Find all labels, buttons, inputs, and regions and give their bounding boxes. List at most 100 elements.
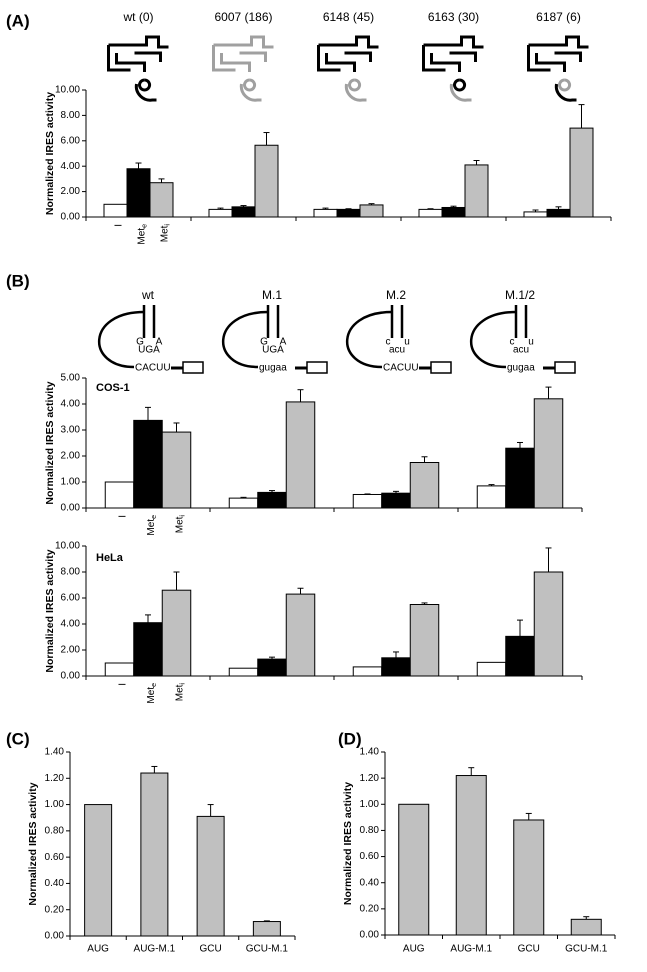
bar	[133, 419, 163, 509]
structure-icon	[115, 53, 146, 72]
bar	[381, 492, 411, 509]
y-tick-label: 5.00	[61, 373, 81, 384]
bar	[464, 164, 489, 218]
series-label: Mete	[146, 683, 158, 704]
y-tick-label: 6.00	[61, 135, 81, 146]
stem-loop	[266, 305, 280, 338]
y-tick-label: 10.00	[55, 85, 80, 96]
x-tick-label: AUG	[403, 944, 425, 955]
reporter-box	[430, 361, 452, 374]
loop-label: UGA	[138, 345, 160, 356]
arc	[221, 310, 269, 369]
structure-icon	[213, 35, 274, 49]
y-tick-label: 1.20	[45, 773, 65, 784]
structure-icon	[449, 83, 472, 102]
structure-icon	[423, 35, 484, 49]
y-axis-label: Normalized IRES activity	[44, 549, 56, 672]
bar	[149, 182, 174, 218]
bar	[409, 604, 440, 677]
structure-icon	[134, 83, 157, 102]
y-axis-label: Normalized IRES activity	[27, 782, 39, 905]
structure-icon	[243, 78, 257, 92]
structure-icon	[317, 45, 341, 72]
bar	[231, 206, 256, 218]
loop-label: acu	[389, 345, 405, 356]
bar	[254, 144, 279, 218]
series-label: Mete	[136, 224, 148, 245]
stem-loop	[390, 305, 404, 338]
series-name: Met	[136, 228, 147, 245]
bar	[103, 203, 128, 218]
bar	[84, 804, 113, 937]
y-tick-label: 2.00	[61, 186, 81, 197]
bar	[409, 462, 440, 509]
y-tick-label: 3.00	[61, 425, 81, 436]
bar	[104, 662, 135, 677]
reporter-box	[182, 361, 204, 374]
y-tick-label: 8.00	[61, 110, 81, 121]
series-subscript: i	[164, 224, 171, 226]
bar	[352, 493, 383, 509]
bar	[285, 593, 316, 677]
y-tick-label: 1.00	[360, 799, 380, 810]
category-label: 6187 (6)	[536, 10, 581, 24]
loop-label: G	[260, 337, 268, 348]
series-label: Meti	[174, 683, 186, 702]
cell-line-label: HeLa	[96, 552, 124, 564]
y-tick-label: 1.00	[45, 799, 65, 810]
series-label: I	[117, 683, 128, 686]
structure-icon	[528, 35, 589, 49]
category-label: 6163 (30)	[428, 10, 479, 24]
bar	[533, 398, 564, 509]
loop-label: UGA	[262, 345, 284, 356]
y-tick-label: 0.40	[360, 877, 380, 888]
loop-label: CACUU	[383, 363, 419, 374]
bar	[161, 589, 192, 677]
y-axis-label: Normalized IRES activity	[342, 782, 354, 905]
series-subscript: e	[151, 683, 158, 687]
bar	[228, 667, 259, 677]
series-name: I	[117, 515, 128, 518]
y-tick-label: 1.40	[360, 747, 380, 758]
bar	[505, 447, 535, 509]
bar	[476, 485, 507, 509]
y-tick-label: 1.40	[45, 747, 65, 758]
y-tick-label: 0.40	[45, 878, 65, 889]
category-label: M.2	[386, 288, 406, 302]
x-tick-label: GCU-M.1	[565, 944, 608, 955]
stem-loop	[514, 305, 528, 338]
x-tick-label: AUG-M.1	[134, 944, 176, 955]
y-tick-label: 0.60	[45, 852, 65, 863]
y-tick-label: 0.80	[45, 825, 65, 836]
bar	[133, 622, 163, 677]
bar	[418, 208, 443, 218]
series-label: I	[117, 515, 128, 518]
bar	[257, 491, 287, 509]
loop-label: acu	[513, 345, 529, 356]
structure-icon	[449, 51, 477, 62]
loop-label: A	[156, 337, 163, 348]
y-tick-label: 10.00	[55, 541, 80, 552]
loop-label: CACUU	[135, 363, 171, 374]
y-tick-label: 6.00	[61, 593, 81, 604]
cell-line-label: COS-1	[96, 382, 130, 394]
bar	[252, 921, 281, 937]
bar	[476, 661, 507, 677]
series-name: Met	[146, 687, 157, 704]
y-axis-label: Normalized IRES activity	[44, 381, 56, 504]
series-label: Mete	[146, 515, 158, 536]
structure-icon	[453, 78, 467, 92]
loop-label: c	[510, 337, 515, 348]
category-label: M.1/2	[505, 288, 535, 302]
structure-icon	[554, 51, 582, 62]
bar	[104, 481, 135, 509]
bar	[570, 918, 602, 936]
y-tick-label: 0.80	[360, 825, 380, 836]
bar	[336, 208, 361, 218]
loop-label: G	[136, 337, 144, 348]
category-label: M.1	[262, 288, 282, 302]
y-tick-label: 4.00	[61, 619, 81, 630]
series-subscript: i	[179, 515, 186, 517]
arc	[97, 310, 145, 369]
